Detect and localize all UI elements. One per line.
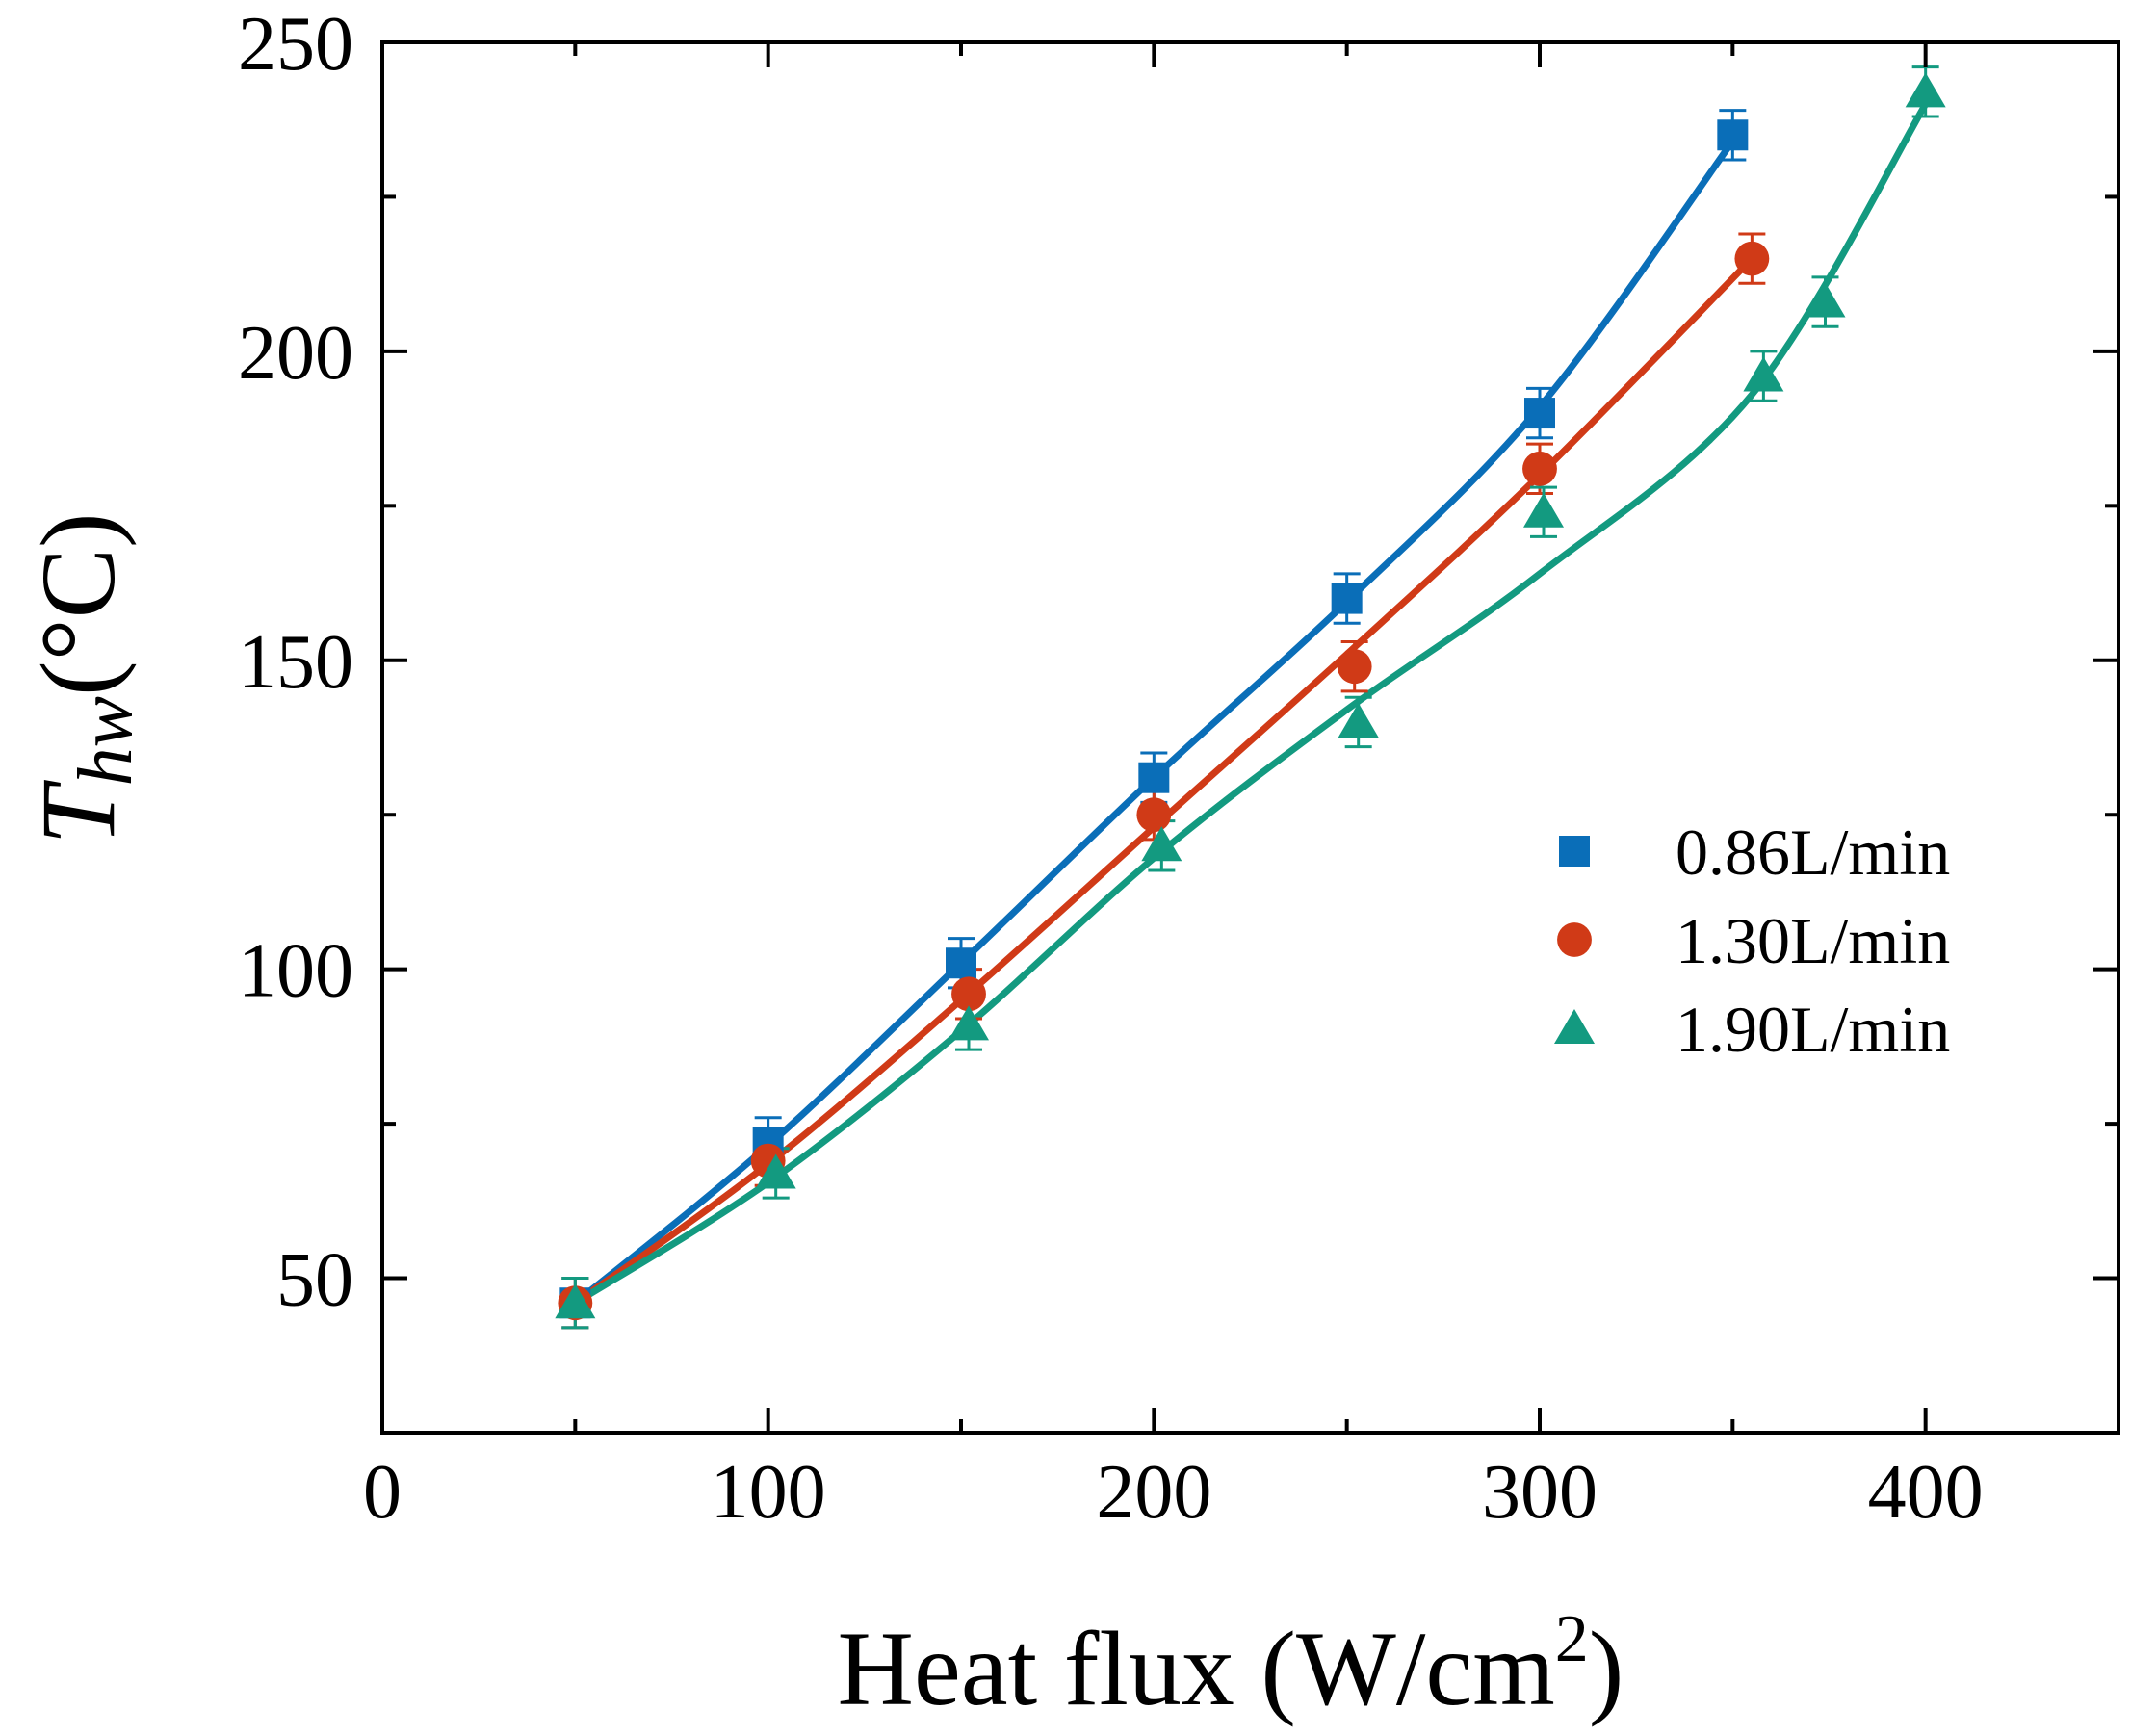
fit-curve-1-90l-min [571,100,1930,1307]
x-axis-title: Heat flux (W/cm2) [838,1602,1624,1727]
legend-marker-1-30l-min [1557,922,1592,957]
y-axis-title-unit: (°C) [19,512,137,696]
fit-curves [571,100,1930,1307]
legend-label-1-30l-min: 1.30L/min [1676,904,1950,977]
data-point-1-90l-min [555,1283,596,1319]
x-tick-label: 100 [711,1450,826,1535]
legend-marker-0-86l-min [1559,836,1590,867]
data-point-1-90l-min [1338,702,1379,738]
legend-marker-1-90l-min [1554,1009,1595,1044]
legend-label-0-86l-min: 0.86L/min [1676,816,1950,889]
data-point-0-86l-min [1138,762,1170,793]
y-tick-label: 150 [238,620,353,705]
y-axis-title-subscript: hw [64,696,148,786]
y-axis-title-symbol: T [19,780,137,845]
legend-label-1-90l-min: 1.90L/min [1676,993,1950,1066]
y-tick-label: 100 [238,929,353,1014]
data-point-0-86l-min [1331,583,1363,614]
y-axis-title: Thw(°C) [19,512,148,844]
x-axis-title-main: Heat flux (W/cm [838,1610,1555,1727]
x-tick-label: 300 [1482,1450,1598,1535]
data-point-1-90l-min [1805,282,1846,318]
data-point-1-30l-min [1734,241,1770,276]
data-markers [555,72,1946,1321]
data-point-1-30l-min [1522,451,1557,486]
data-point-1-90l-min [1141,826,1182,862]
data-point-1-90l-min [949,1005,990,1041]
data-point-1-90l-min [1523,492,1565,528]
data-point-1-90l-min [1905,72,1946,108]
x-tick-label: 200 [1096,1450,1211,1535]
fit-curve-0-86l-min [571,138,1736,1307]
data-point-0-86l-min [1524,398,1555,429]
x-axis-title-close: ) [1589,1610,1624,1727]
y-tick-label: 200 [238,311,353,396]
legend: 0.86L/min 1.30L/min 1.90L/min [1554,816,1950,1066]
x-tick-label: 0 [363,1450,402,1535]
tick-labels: 0 100 200 300 400 50 100 150 200 250 [238,2,1984,1535]
data-point-1-30l-min [1337,649,1372,685]
y-tick-label: 250 [238,2,353,87]
data-point-0-86l-min [1717,119,1749,151]
data-point-1-90l-min [1743,356,1784,392]
plot-frame [380,40,2120,1435]
data-point-1-30l-min [951,976,986,1012]
x-axis-title-superscript: 2 [1555,1602,1589,1676]
data-point-1-90l-min [755,1153,796,1189]
data-point-0-86l-min [946,947,976,979]
axis-ticks [380,40,2120,1435]
y-tick-label: 50 [276,1238,353,1323]
data-point-1-30l-min [1136,797,1172,833]
x-tick-label: 400 [1868,1450,1984,1535]
